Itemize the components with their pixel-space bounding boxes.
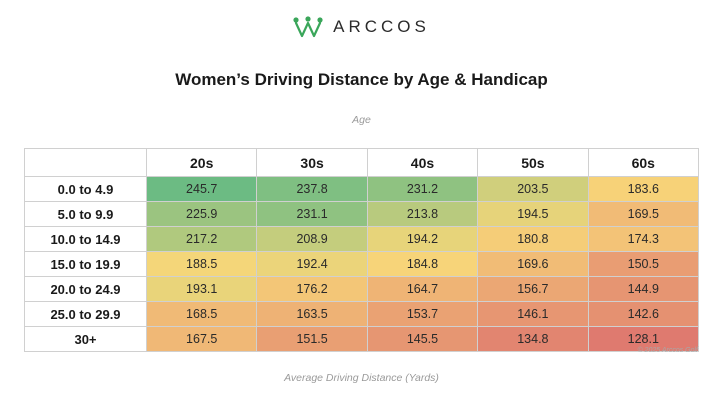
row-header: 30+ <box>24 326 147 352</box>
heatmap-cell: 151.5 <box>256 326 368 352</box>
column-header: 50s <box>477 148 589 177</box>
heatmap-cell: 176.2 <box>256 276 368 302</box>
heatmap-cell: 134.8 <box>477 326 589 352</box>
heatmap-cell: 237.8 <box>256 176 368 202</box>
heatmap-cell: 150.5 <box>587 251 700 277</box>
heatmap-cell: 188.5 <box>145 251 258 277</box>
table-row: 15.0 to 19.9 188.5 192.4 184.8 169.6 150.5 <box>24 251 700 277</box>
table-row: 25.0 to 29.9 168.5 163.5 153.7 146.1 142.6 <box>24 301 700 327</box>
copyright-note: © 2025 Arccos Golf <box>637 347 698 354</box>
column-axis-label: Age <box>352 114 371 126</box>
heatmap-cell: 163.5 <box>256 301 368 327</box>
heatmap-cell: 183.6 <box>587 176 700 202</box>
heatmap-cell: 184.8 <box>366 251 479 277</box>
crown-icon <box>293 16 323 38</box>
heatmap-cell: 146.1 <box>477 301 589 327</box>
table-row: 5.0 to 9.9 225.9 231.1 213.8 194.5 169.5 <box>24 201 700 227</box>
x-axis-caption: Average Driving Distance (Yards) <box>284 372 439 384</box>
table-row: 10.0 to 14.9 217.2 208.9 194.2 180.8 174.3 <box>24 226 700 252</box>
column-header: 40s <box>366 148 479 177</box>
column-header: 20s <box>145 148 258 177</box>
heatmap-cell: 167.5 <box>145 326 258 352</box>
heatmap-table: 20s 30s 40s 50s 60s 0.0 to 4.9 245.7 237.8 231.… <box>24 148 700 352</box>
heatmap-cell: 194.2 <box>366 226 479 252</box>
heatmap-cell: 231.2 <box>366 176 479 202</box>
header-row: 20s 30s 40s 50s 60s <box>24 148 700 177</box>
table-row: 30+ 167.5 151.5 145.5 134.8 128.1 <box>24 326 700 352</box>
heatmap-cell: 153.7 <box>366 301 479 327</box>
corner-cell <box>24 148 147 177</box>
row-header: 10.0 to 14.9 <box>24 226 147 252</box>
row-header: 20.0 to 24.9 <box>24 276 147 302</box>
heatmap-cell: 144.9 <box>587 276 700 302</box>
brand-name: ARCCOS <box>333 17 430 36</box>
heatmap-cell: 225.9 <box>145 201 258 227</box>
heatmap-cell: 168.5 <box>145 301 258 327</box>
table-row: 0.0 to 4.9 245.7 237.8 231.2 203.5 183.6 <box>24 176 700 202</box>
brand-header: ARCCOS <box>0 16 723 38</box>
heatmap-cell: 164.7 <box>366 276 479 302</box>
heatmap-cell: 174.3 <box>587 226 700 252</box>
heatmap-cell: 192.4 <box>256 251 368 277</box>
column-header: 60s <box>587 148 700 177</box>
heatmap-cell: 203.5 <box>477 176 589 202</box>
heatmap-cell: 231.1 <box>256 201 368 227</box>
chart-title: Women’s Driving Distance by Age & Handic… <box>175 70 548 89</box>
heatmap-cell: 145.5 <box>366 326 479 352</box>
heatmap-cell: 213.8 <box>366 201 479 227</box>
heatmap-body: 0.0 to 4.9 245.7 237.8 231.2 203.5 183.6 5.0 t… <box>24 176 700 352</box>
row-header: 15.0 to 19.9 <box>24 251 147 277</box>
heatmap-cell: 156.7 <box>477 276 589 302</box>
heatmap-cell: 208.9 <box>256 226 368 252</box>
heatmap-cell: 193.1 <box>145 276 258 302</box>
heatmap-cell: 180.8 <box>477 226 589 252</box>
table-row: 20.0 to 24.9 193.1 176.2 164.7 156.7 144.9 <box>24 276 700 302</box>
heatmap-cell: 217.2 <box>145 226 258 252</box>
column-header: 30s <box>256 148 368 177</box>
row-header: 5.0 to 9.9 <box>24 201 147 227</box>
heatmap-cell: 128.1 <box>587 326 700 352</box>
row-header: 25.0 to 29.9 <box>24 301 147 327</box>
heatmap-cell: 142.6 <box>587 301 700 327</box>
heatmap-cell: 194.5 <box>477 201 589 227</box>
heatmap-cell: 169.5 <box>587 201 700 227</box>
row-header: 0.0 to 4.9 <box>24 176 147 202</box>
heatmap-cell: 169.6 <box>477 251 589 277</box>
heatmap-cell: 245.7 <box>145 176 258 202</box>
